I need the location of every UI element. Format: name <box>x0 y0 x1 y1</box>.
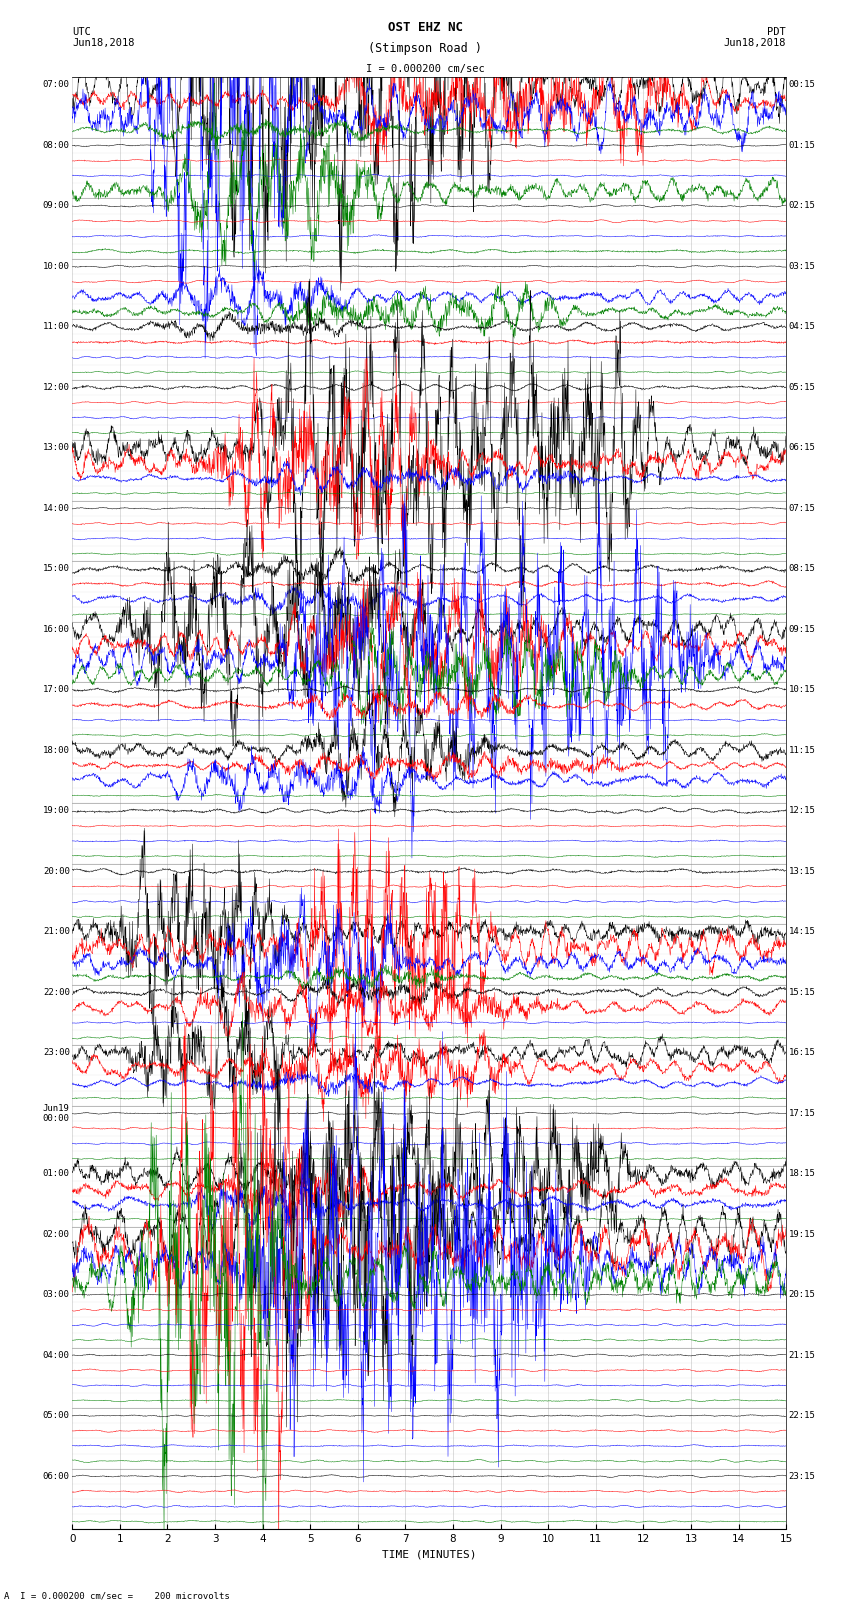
Text: Jun19
00:00: Jun19 00:00 <box>42 1103 70 1123</box>
Text: A  I = 0.000200 cm/sec =    200 microvolts: A I = 0.000200 cm/sec = 200 microvolts <box>4 1590 230 1600</box>
Text: 20:00: 20:00 <box>42 866 70 876</box>
Text: 05:15: 05:15 <box>789 382 816 392</box>
Text: 03:00: 03:00 <box>42 1290 70 1298</box>
Text: 06:00: 06:00 <box>42 1471 70 1481</box>
Text: 21:15: 21:15 <box>789 1350 816 1360</box>
Text: 14:15: 14:15 <box>789 927 816 936</box>
Text: 08:15: 08:15 <box>789 565 816 573</box>
Text: 15:15: 15:15 <box>789 987 816 997</box>
Text: 10:15: 10:15 <box>789 686 816 694</box>
Text: OST EHZ NC: OST EHZ NC <box>388 21 462 34</box>
Text: 19:15: 19:15 <box>789 1229 816 1239</box>
Text: 04:00: 04:00 <box>42 1350 70 1360</box>
Text: 22:15: 22:15 <box>789 1411 816 1419</box>
Text: 10:00: 10:00 <box>42 261 70 271</box>
Text: 02:15: 02:15 <box>789 202 816 210</box>
Text: 09:15: 09:15 <box>789 624 816 634</box>
Text: 16:15: 16:15 <box>789 1048 816 1057</box>
Text: 03:15: 03:15 <box>789 261 816 271</box>
Text: 16:00: 16:00 <box>42 624 70 634</box>
Text: 23:00: 23:00 <box>42 1048 70 1057</box>
Text: 11:15: 11:15 <box>789 745 816 755</box>
Text: 19:00: 19:00 <box>42 806 70 815</box>
Text: 20:15: 20:15 <box>789 1290 816 1298</box>
Text: 07:00: 07:00 <box>42 81 70 89</box>
Text: 00:15: 00:15 <box>789 81 816 89</box>
Text: 14:00: 14:00 <box>42 503 70 513</box>
Text: 06:15: 06:15 <box>789 444 816 452</box>
Text: 01:00: 01:00 <box>42 1169 70 1177</box>
X-axis label: TIME (MINUTES): TIME (MINUTES) <box>382 1550 477 1560</box>
Text: 08:00: 08:00 <box>42 140 70 150</box>
Text: 11:00: 11:00 <box>42 323 70 331</box>
Text: 18:15: 18:15 <box>789 1169 816 1177</box>
Text: 21:00: 21:00 <box>42 927 70 936</box>
Text: UTC
Jun18,2018: UTC Jun18,2018 <box>72 27 135 48</box>
Text: 07:15: 07:15 <box>789 503 816 513</box>
Text: 15:00: 15:00 <box>42 565 70 573</box>
Text: 02:00: 02:00 <box>42 1229 70 1239</box>
Text: 12:00: 12:00 <box>42 382 70 392</box>
Text: 04:15: 04:15 <box>789 323 816 331</box>
Text: 23:15: 23:15 <box>789 1471 816 1481</box>
Text: 13:00: 13:00 <box>42 444 70 452</box>
Text: 17:00: 17:00 <box>42 686 70 694</box>
Text: 13:15: 13:15 <box>789 866 816 876</box>
Text: I = 0.000200 cm/sec: I = 0.000200 cm/sec <box>366 65 484 74</box>
Text: PDT
Jun18,2018: PDT Jun18,2018 <box>723 27 786 48</box>
Text: 18:00: 18:00 <box>42 745 70 755</box>
Text: 05:00: 05:00 <box>42 1411 70 1419</box>
Text: 22:00: 22:00 <box>42 987 70 997</box>
Text: 17:15: 17:15 <box>789 1108 816 1118</box>
Text: 01:15: 01:15 <box>789 140 816 150</box>
Text: (Stimpson Road ): (Stimpson Road ) <box>368 42 482 55</box>
Text: 09:00: 09:00 <box>42 202 70 210</box>
Text: 12:15: 12:15 <box>789 806 816 815</box>
